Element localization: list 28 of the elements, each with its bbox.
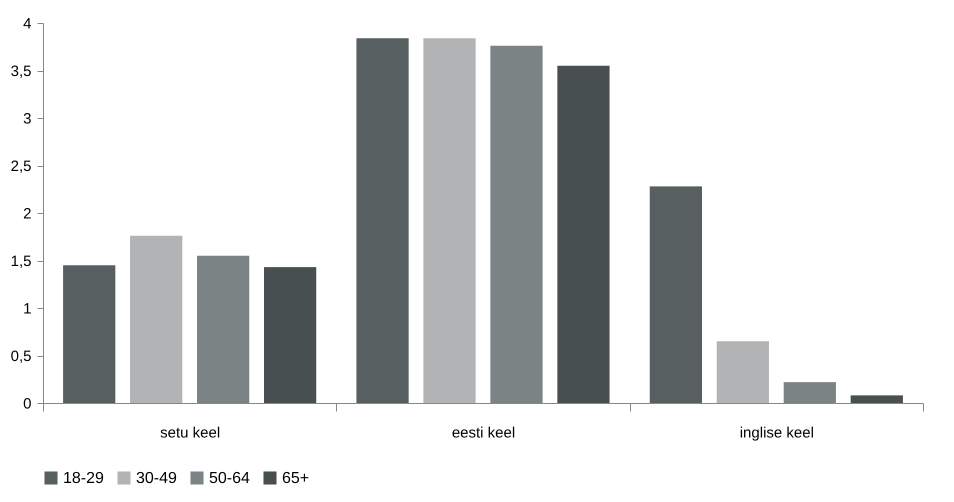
bar: [63, 265, 116, 403]
bar: [850, 395, 903, 403]
bar: [557, 66, 610, 403]
y-tick-label: 1,5: [10, 253, 32, 270]
legend-label: 18-29: [63, 470, 104, 487]
y-tick-label: 3: [23, 110, 32, 128]
legend-label: 30-49: [136, 470, 178, 487]
y-tick-label: 2: [23, 206, 32, 222]
bar: [197, 256, 250, 403]
y-tick-label: 4: [23, 16, 32, 32]
legend-label: 65+: [282, 470, 310, 487]
y-tick-label: 0: [23, 396, 32, 412]
x-tick-label: setu keel: [160, 424, 220, 442]
bar: [490, 46, 543, 403]
x-tick-label: inglise keel: [740, 424, 814, 442]
y-tick-label: 0,5: [10, 348, 32, 365]
bar: [356, 38, 409, 403]
bar: [650, 186, 702, 403]
x-tick-label: eesti keel: [452, 424, 516, 442]
bar: [423, 38, 476, 403]
bar: [784, 382, 836, 403]
y-tick-label: 1: [23, 300, 32, 318]
bar: [716, 341, 769, 403]
legend-label: 50-64: [209, 470, 250, 487]
bar: [264, 267, 316, 403]
y-tick-label: 3,5: [10, 63, 32, 80]
bar: [130, 236, 182, 403]
y-tick-label: 2,5: [10, 158, 32, 175]
